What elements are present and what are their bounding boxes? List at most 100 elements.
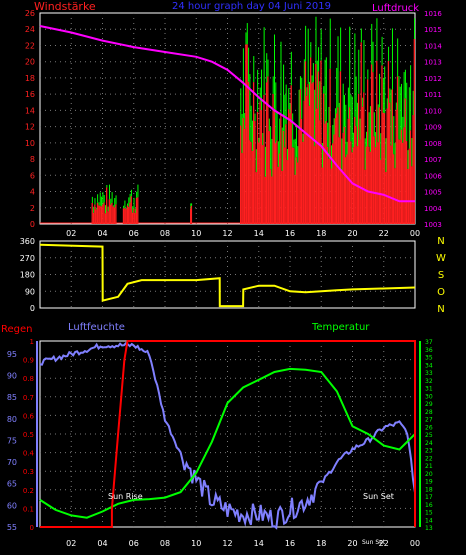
gust-bar: [334, 108, 336, 119]
gust-bar: [362, 97, 364, 107]
x-tick-label: 18: [316, 539, 326, 548]
gust-bar: [103, 195, 105, 203]
wind-bar: [404, 98, 406, 224]
gust-bar: [390, 89, 392, 146]
rain-y-axis-labels: 0 0.1 0.2 0.3 0.4 0.5 0.6 0.7 0.8 0.9 1: [23, 338, 35, 532]
gust-bar: [245, 32, 247, 45]
gust-bar: [298, 89, 300, 130]
wind-bar: [295, 157, 298, 224]
wind-bar: [262, 145, 264, 224]
x-tick-label: 18: [316, 229, 326, 238]
wind-bar: [345, 157, 347, 224]
wind-bar: [408, 148, 410, 224]
gust-bar: [133, 197, 135, 209]
compass-label: N: [437, 304, 444, 315]
wind-bar: [300, 118, 303, 224]
wind-bar: [95, 209, 97, 224]
gust-bar: [246, 23, 248, 45]
wind-y-tick: 4: [30, 188, 35, 197]
gust-bar: [91, 196, 93, 203]
wind-bar: [294, 174, 296, 224]
gust-bar: [385, 138, 387, 172]
x-tick-label: 00: [410, 229, 420, 238]
direction-y-tick: 270: [20, 254, 35, 263]
temperature-y-tick: 16: [425, 502, 433, 509]
gust-bar: [241, 113, 243, 154]
wind-bar: [269, 169, 272, 224]
gust-bar: [318, 47, 320, 72]
x-tick-label: 12: [222, 539, 232, 548]
gust-bar: [408, 87, 410, 149]
wind-bar: [313, 146, 316, 224]
gust-bar: [347, 87, 349, 119]
wind-bar: [334, 118, 336, 224]
gust-bar: [108, 184, 110, 200]
gust-bar: [307, 28, 309, 85]
wind-bar: [378, 107, 381, 224]
gust-bar: [311, 75, 313, 84]
wind-bar: [377, 142, 379, 224]
gust-bar: [274, 34, 276, 109]
x-tick-label: 16: [285, 229, 295, 238]
gust-bar: [401, 83, 403, 130]
wind-bar: [341, 171, 343, 224]
gust-bar: [292, 113, 294, 148]
x-tick-label: 12: [222, 229, 232, 238]
wind-bar: [370, 64, 373, 224]
wind-bar: [115, 204, 117, 224]
temperature-y-tick: 14: [425, 517, 433, 524]
gust-bar: [340, 27, 342, 72]
gust-bar: [350, 94, 352, 142]
gust-bar: [253, 56, 255, 83]
humidity-y-tick: 65: [7, 480, 17, 489]
wind-bar: [264, 176, 266, 224]
x-tick-label: 10: [191, 229, 201, 238]
wind-bar: [364, 169, 366, 224]
wind-bar: [374, 147, 377, 224]
wind-bar: [255, 172, 257, 224]
gust-bar: [338, 102, 340, 138]
wind-y-tick: 18: [25, 74, 35, 83]
wind-bar: [287, 109, 290, 224]
wind-bar: [278, 153, 281, 224]
gust-bar: [102, 192, 104, 205]
wind-bar: [310, 57, 312, 224]
wind-bar: [258, 142, 260, 224]
wind-bar: [403, 127, 405, 224]
wind-bar: [272, 93, 274, 224]
wind-bar: [347, 118, 349, 224]
gust-bar: [372, 41, 374, 73]
wind-bar: [285, 124, 287, 224]
wind-bar: [247, 81, 250, 224]
wind-bar: [92, 212, 95, 224]
rain-y-tick: 0.1: [23, 505, 34, 513]
direction-line: [39, 243, 416, 308]
gust-bar: [293, 139, 295, 148]
gust-bar: [289, 103, 291, 114]
gust-bar: [301, 77, 303, 119]
direction-y-tick: 90: [25, 287, 35, 296]
temperature-y-tick: 33: [425, 370, 433, 377]
humidity-y-tick: 80: [7, 415, 17, 424]
humidity-y-tick: 55: [7, 523, 17, 532]
wind-bar: [111, 202, 113, 224]
wind-bar: [290, 85, 292, 225]
gust-bar: [324, 59, 326, 124]
temperature-y-tick: 21: [425, 463, 433, 470]
wind-bar: [346, 154, 348, 224]
wind-bar: [319, 120, 321, 224]
gust-bar: [341, 138, 343, 172]
humidity-y-tick: 90: [7, 372, 17, 381]
temperature-y-tick: 15: [425, 510, 433, 517]
wind-bar: [267, 76, 269, 224]
x-tick-label: 22: [379, 539, 389, 548]
wind-bar: [280, 113, 282, 224]
gust-bar: [254, 113, 256, 122]
pressure-y-tick: 1012: [424, 75, 442, 83]
gust-bar: [101, 196, 103, 207]
gust-bar: [375, 132, 377, 148]
gust-bar: [376, 18, 378, 61]
wind-bar: [289, 113, 291, 224]
wind-y-tick: 8: [30, 155, 35, 164]
